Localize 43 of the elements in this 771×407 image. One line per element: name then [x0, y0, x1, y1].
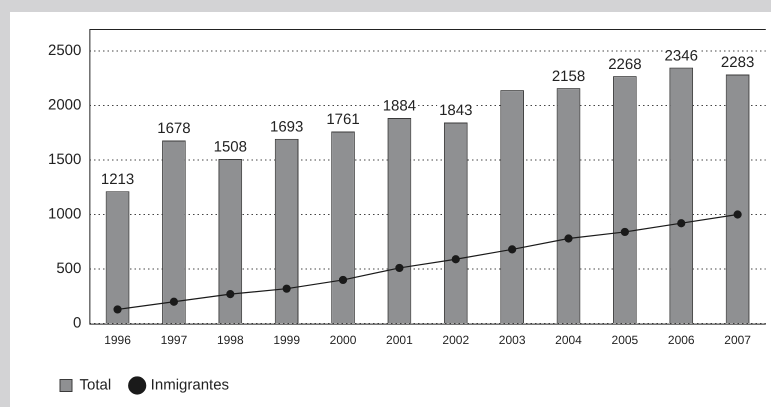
x-tick-label: 2000 — [330, 333, 357, 348]
x-tick-label: 1999 — [273, 333, 300, 348]
data-label: 1508 — [214, 138, 247, 156]
point — [170, 298, 178, 306]
data-label: 2158 — [552, 68, 586, 85]
point — [338, 276, 348, 284]
point — [226, 290, 234, 298]
x-tick-label: 2003 — [498, 333, 526, 348]
x-tick-label: 1996 — [104, 333, 132, 348]
x-tick-label: 1997 — [160, 333, 188, 348]
point — [734, 210, 742, 219]
legend-label: Total — [80, 376, 112, 394]
y-tick-label: 2500 — [48, 42, 82, 59]
data-label: 2346 — [664, 47, 698, 64]
data-label: 1884 — [382, 98, 416, 115]
data-label: 1678 — [157, 120, 191, 138]
x-tick-label: 2004 — [555, 333, 582, 348]
point — [113, 305, 122, 314]
point — [395, 264, 404, 272]
point — [452, 255, 460, 264]
x-tick-label: 2002 — [442, 333, 470, 348]
y-tick-label: 1500 — [48, 151, 82, 168]
data-label: 1761 — [326, 111, 360, 128]
x-tick-label: 2006 — [668, 333, 695, 348]
data-label: 2283 — [720, 54, 754, 72]
data-label: 1693 — [270, 118, 304, 136]
point — [282, 284, 291, 293]
x-tick-label: 2007 — [724, 333, 752, 348]
x-tick-label: 2005 — [612, 333, 639, 348]
x-tick-label: 2001 — [386, 333, 414, 348]
y-tick-label: 1000 — [48, 206, 82, 223]
legend-label: Inmigrantes — [150, 376, 230, 394]
point — [620, 228, 629, 236]
point — [677, 219, 686, 228]
y-tick-label: 500 — [56, 260, 82, 278]
y-tick-label: 2000 — [48, 96, 82, 114]
data-label: 1213 — [100, 170, 134, 188]
data-label: 1843 — [439, 102, 472, 120]
x-tick-label: 1998 — [216, 333, 244, 348]
point — [508, 245, 516, 254]
data-label: 2268 — [608, 56, 642, 73]
point — [564, 234, 573, 243]
y-tick-label: 0 — [73, 314, 82, 332]
